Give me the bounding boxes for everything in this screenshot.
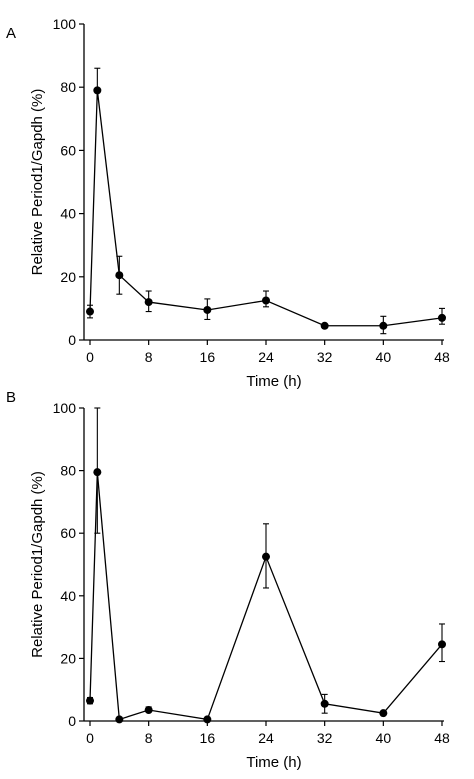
data-point [115,715,124,724]
y-tick-label: 40 [60,588,76,604]
x-tick-label: 24 [258,730,274,746]
y-tick-label: 60 [60,525,76,541]
panel-a: A 0 20 40 60 80 100 0 8 16 24 32 40 48 Time (h) Relativ… [6,16,450,390]
panel-b: B 0 20 40 60 80 100 0 8 16 24 32 40 48 Time (h) Relativ… [6,389,450,771]
y-tick-label: 100 [53,16,77,32]
x-tick-label: 16 [200,730,216,746]
x-axis-title: Time (h) [246,373,301,390]
data-point [320,321,329,330]
series-line [89,472,443,721]
x-tick-label: 40 [376,349,392,365]
y-tick-label: 80 [60,79,76,95]
data-point [93,86,102,95]
data-point [379,709,388,718]
x-tick-label: 48 [434,730,450,746]
x-tick-label: 24 [258,349,274,365]
data-point [320,699,329,708]
data-point [203,715,212,724]
panel-label: A [6,25,16,42]
x-tick-label: 8 [145,730,153,746]
y-tick-label: 20 [60,269,76,285]
data-point [86,307,94,316]
series-line [89,90,443,327]
y-tick-label: 80 [60,463,76,479]
x-tick-label: 8 [145,349,153,365]
panel-label: B [6,389,16,406]
y-axis-title: Relative Period1/Gapdh (%) [29,89,46,276]
data-point [144,706,153,715]
x-tick-label: 32 [317,349,333,365]
data-point [115,271,124,280]
y-axis-title: Relative Period1/Gapdh (%) [29,471,46,658]
data-point [144,298,153,307]
y-tick-label: 20 [60,650,76,666]
y-tick-label: 40 [60,206,76,222]
data-point [379,321,388,330]
x-tick-label: 48 [434,349,450,365]
y-tick-label: 0 [68,332,76,348]
data-point [86,696,94,705]
y-tick-label: 60 [60,142,76,158]
data-point [262,552,270,561]
x-tick-label: 32 [317,730,333,746]
y-tick-label: 0 [68,713,76,729]
x-tick-label: 0 [86,730,94,746]
data-point [438,640,446,649]
x-tick-label: 0 [86,349,94,365]
y-tick-label: 100 [53,400,77,416]
data-point [438,313,446,322]
x-tick-label: 16 [200,349,216,365]
data-point [203,305,212,314]
data-point [93,468,102,477]
x-tick-label: 40 [376,730,392,746]
data-point [262,296,270,305]
x-axis-title: Time (h) [246,754,301,771]
